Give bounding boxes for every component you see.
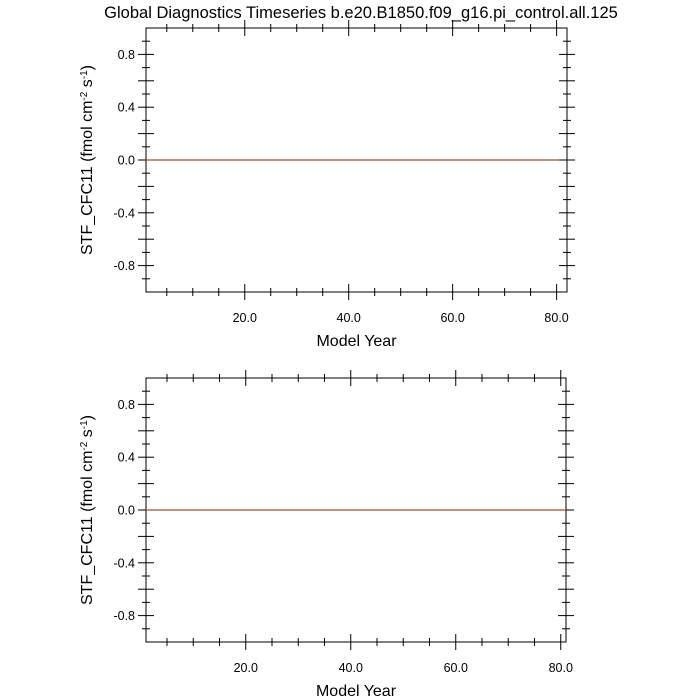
x-tick-label: 60.0 <box>440 311 464 325</box>
x-tick-label: 20.0 <box>233 311 257 325</box>
x-tick-label: 80.0 <box>549 661 573 675</box>
y-tick-label: -0.4 <box>113 206 135 220</box>
x-tick-label: 60.0 <box>444 661 468 675</box>
x-axis-label: Model Year <box>316 683 397 700</box>
y-axis-label: STF_CFC11 (fmol cm-2 s-1) <box>79 415 97 605</box>
y-tick-label: -0.4 <box>113 556 135 570</box>
y-tick-label: 0.4 <box>118 451 135 465</box>
x-tick-label: 20.0 <box>234 661 258 675</box>
x-tick-label: 40.0 <box>339 661 363 675</box>
figure-title: Global Diagnostics Timeseries b.e20.B185… <box>104 4 618 22</box>
y-tick-label: -0.8 <box>113 259 135 273</box>
y-tick-label: 0.4 <box>118 101 135 115</box>
x-axis-label: Model Year <box>316 333 397 350</box>
y-tick-label: 0.8 <box>118 398 135 412</box>
y-tick-label: -0.8 <box>113 609 135 623</box>
y-tick-label: 0.0 <box>118 504 135 518</box>
x-tick-label: 40.0 <box>337 311 361 325</box>
x-tick-label: 80.0 <box>544 311 568 325</box>
y-tick-label: 0.8 <box>118 48 135 62</box>
chart-panel-bottom: -0.8 -0.4 0.0 0.4 0.8 20.0 40.0 60.0 80.0 Model Y… <box>79 370 574 700</box>
y-axis-label: STF_CFC11 (fmol cm-2 s-1) <box>79 65 97 255</box>
y-tick-label: 0.0 <box>118 154 135 168</box>
chart-panel-top: -0.8 -0.4 0.0 0.4 0.8 20.0 40.0 60.0 80.0 Model Y… <box>79 20 575 350</box>
